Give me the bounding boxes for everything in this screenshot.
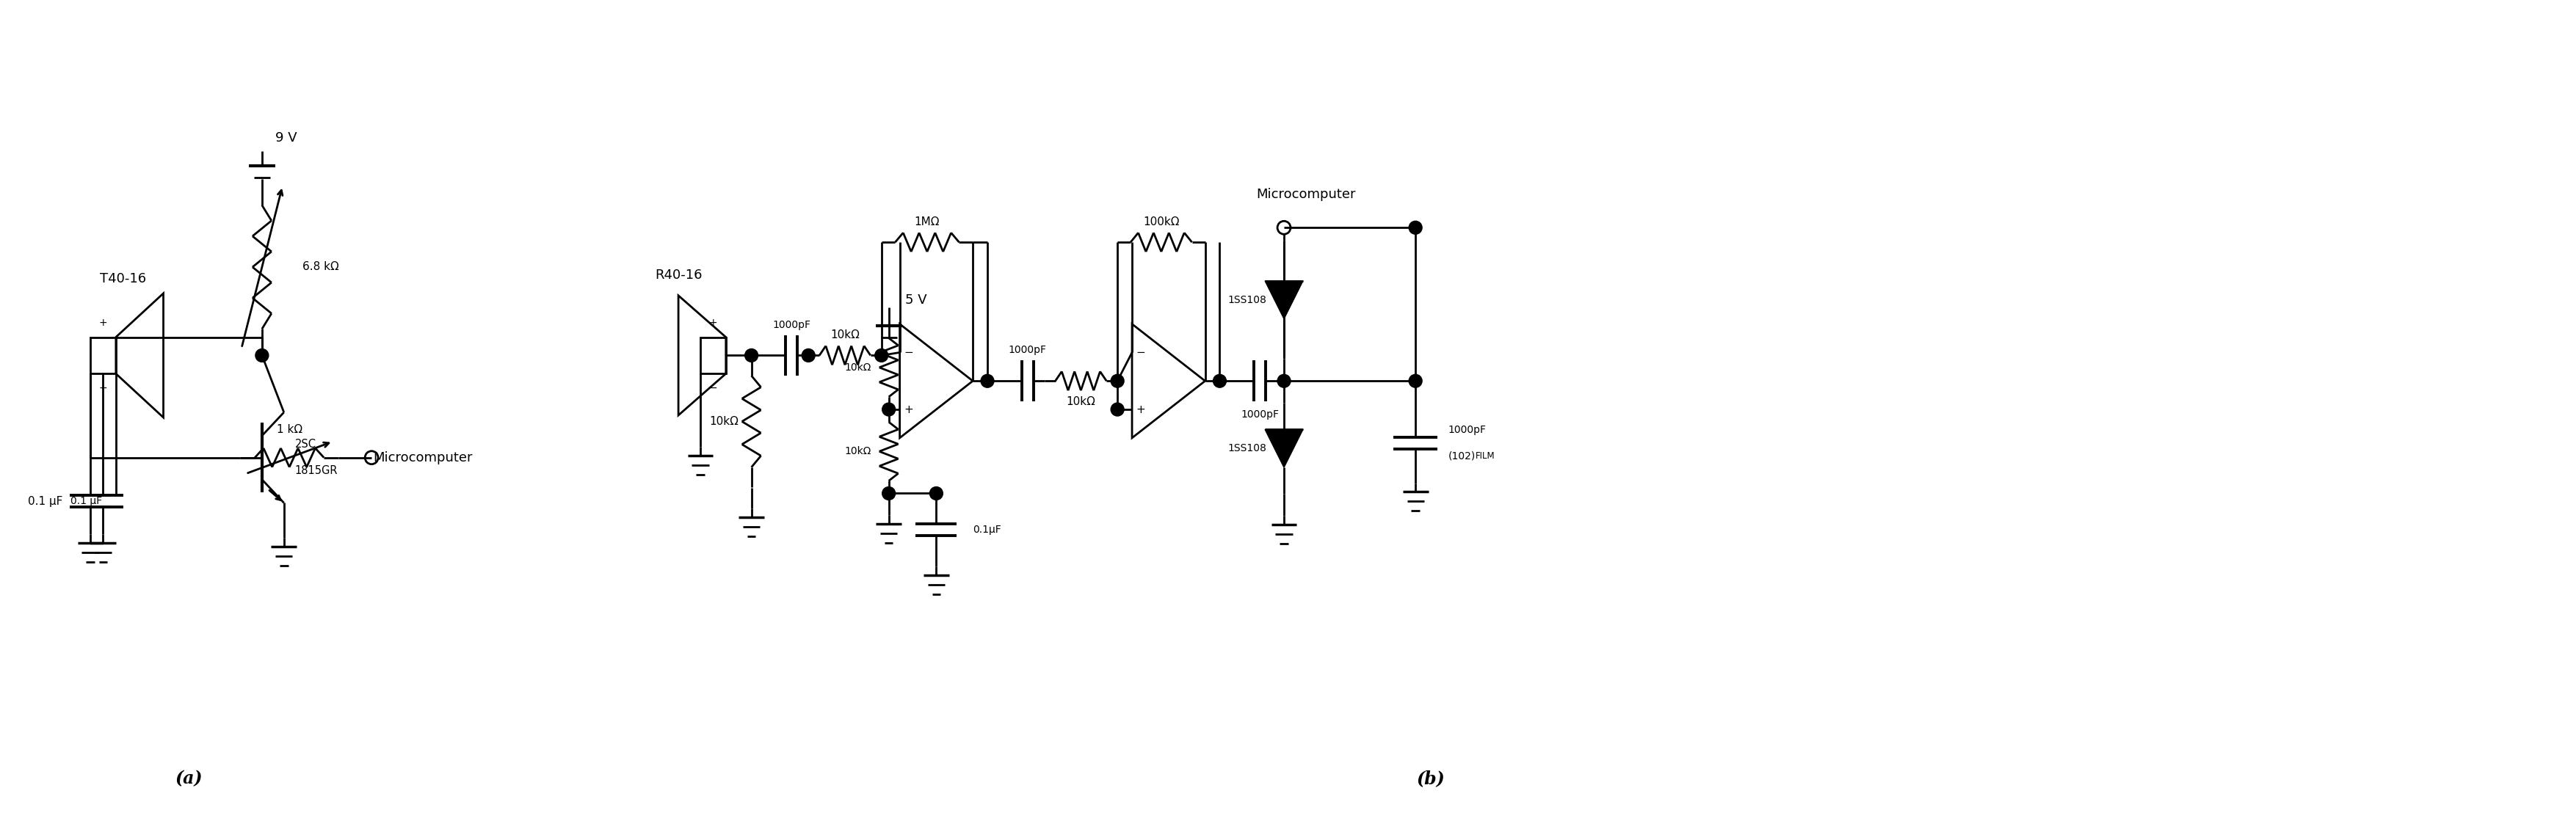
Text: 1000pF: 1000pF <box>1007 345 1046 355</box>
Text: 10kΩ: 10kΩ <box>845 446 871 457</box>
Text: (102): (102) <box>1448 451 1476 461</box>
Text: 1 kΩ: 1 kΩ <box>276 424 301 435</box>
Text: 1815GR: 1815GR <box>294 465 337 476</box>
Text: 10kΩ: 10kΩ <box>845 362 871 373</box>
Text: 10kΩ: 10kΩ <box>829 329 860 340</box>
Text: −: − <box>708 383 716 394</box>
Text: −: − <box>904 347 912 358</box>
Text: (a): (a) <box>175 770 204 788</box>
Text: (b): (b) <box>1417 770 1445 788</box>
Circle shape <box>801 349 814 362</box>
Circle shape <box>981 374 994 388</box>
Text: 9 V: 9 V <box>276 131 296 145</box>
Text: T40-16: T40-16 <box>100 272 147 285</box>
Circle shape <box>1110 374 1123 388</box>
Circle shape <box>876 349 889 362</box>
Text: 1000pF: 1000pF <box>773 319 811 329</box>
Bar <box>90 337 116 374</box>
Text: +: + <box>708 318 716 328</box>
Text: 6.8 kΩ: 6.8 kΩ <box>301 261 337 273</box>
Circle shape <box>1409 221 1422 234</box>
Circle shape <box>881 403 896 416</box>
Bar <box>701 337 726 374</box>
Circle shape <box>930 487 943 500</box>
Text: 1000pF: 1000pF <box>1448 424 1486 435</box>
Text: R40-16: R40-16 <box>654 269 703 282</box>
Text: Microcomputer: Microcomputer <box>1257 188 1355 201</box>
Text: Microcomputer: Microcomputer <box>374 451 471 464</box>
Text: 0.1 μF: 0.1 μF <box>70 496 103 507</box>
Polygon shape <box>1265 281 1303 319</box>
Text: 10kΩ: 10kΩ <box>1066 396 1095 407</box>
Text: 2SC: 2SC <box>294 439 317 450</box>
Circle shape <box>1278 374 1291 388</box>
Text: FILM: FILM <box>1476 452 1494 461</box>
Text: +: + <box>904 404 912 415</box>
Text: 1SS108: 1SS108 <box>1229 443 1267 453</box>
Text: 1MΩ: 1MΩ <box>914 216 940 227</box>
Text: 100kΩ: 100kΩ <box>1144 216 1180 227</box>
Text: 0.1 μF: 0.1 μF <box>28 496 62 507</box>
Text: 0.1μF: 0.1μF <box>974 525 1002 535</box>
Text: 10kΩ: 10kΩ <box>708 416 739 427</box>
Text: 5 V: 5 V <box>904 294 927 306</box>
Text: 1000pF: 1000pF <box>1242 409 1278 419</box>
Circle shape <box>1213 374 1226 388</box>
Text: −: − <box>1136 347 1146 358</box>
Text: −: − <box>98 383 108 394</box>
Polygon shape <box>1265 429 1303 468</box>
Circle shape <box>1409 374 1422 388</box>
Circle shape <box>744 349 757 362</box>
Text: +: + <box>98 318 108 328</box>
Text: 1SS108: 1SS108 <box>1229 295 1267 305</box>
Circle shape <box>255 349 268 362</box>
Circle shape <box>881 487 896 500</box>
Text: +: + <box>1136 404 1146 415</box>
Circle shape <box>1110 403 1123 416</box>
